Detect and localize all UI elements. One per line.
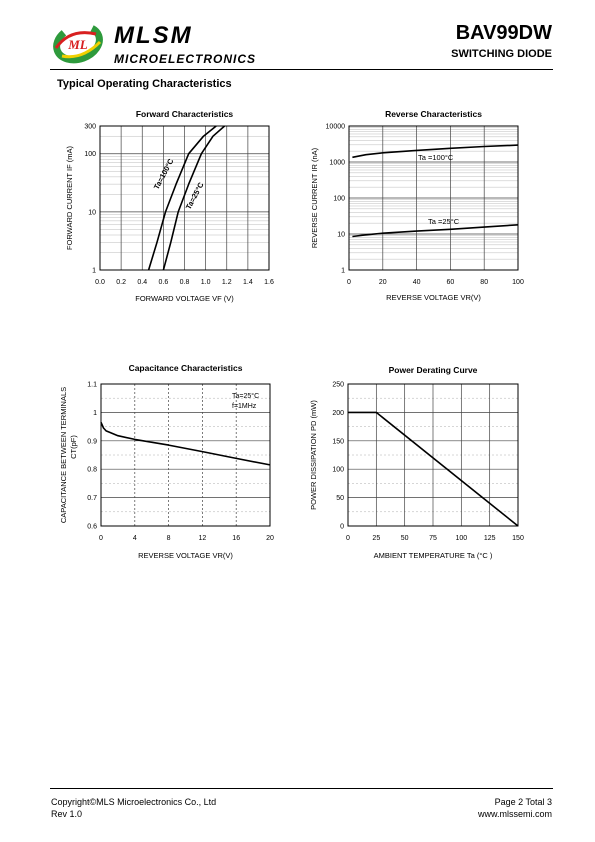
y-axis-label-2: CT(pF)	[69, 435, 78, 459]
brand-subtitle: MICROELECTRONICS	[114, 52, 256, 66]
footer-revision: Rev 1.0	[51, 809, 83, 819]
y-tick-label: 10	[337, 232, 345, 239]
chart-1: 1 10 100 300 0.0 0.2 0.4 0.6 0.8 1.0 1.2 1.4 1.6 Forw…	[65, 109, 274, 303]
footer-divider	[50, 788, 553, 789]
company-logo: ML	[53, 22, 103, 64]
header-divider	[50, 69, 553, 70]
y-axis-label: CAPACITANCE BETWEEN TERMINALS	[59, 387, 68, 523]
x-tick-label: 0.8	[180, 279, 190, 286]
x-tick-label: 100	[512, 279, 524, 286]
x-tick-label: 1.6	[264, 279, 274, 286]
x-tick-label: 125	[484, 535, 496, 542]
x-tick-label: 60	[447, 279, 455, 286]
y-tick-label: 200	[332, 410, 344, 417]
x-axis-label: REVERSE VOLTAGE VR(V)	[138, 551, 233, 560]
section-title: Typical Operating Characteristics	[57, 78, 232, 90]
y-tick-label: 100	[332, 467, 344, 474]
x-axis-label: FORWARD VOLTAGE VF (V)	[135, 294, 234, 303]
plot-frame	[348, 125, 519, 271]
x-tick-label: 75	[429, 535, 437, 542]
x-tick-label: 0	[346, 535, 350, 542]
chart-title: Reverse Characteristics	[385, 109, 482, 119]
x-tick-label: 100	[455, 535, 467, 542]
logo-letters: ML	[67, 37, 88, 52]
series-line-1	[147, 125, 217, 271]
footer-copyright: Copyright©MLS Microelectronics Co., Ltd	[51, 797, 217, 807]
y-tick-label: 300	[84, 124, 96, 131]
series-line-1	[352, 144, 519, 159]
series-label: Ta=25°C	[184, 180, 206, 211]
series-line-2	[162, 125, 226, 271]
chart-annotation: Ta=25°C	[232, 392, 259, 400]
y-tick-label: 1	[341, 268, 345, 275]
series-line-1	[100, 421, 271, 466]
x-tick-label: 50	[401, 535, 409, 542]
y-tick-label: 1.1	[87, 382, 97, 389]
x-tick-label: 1.0	[201, 279, 211, 286]
footer-page: Page 2 Total 3	[494, 797, 552, 807]
x-tick-label: 0.2	[116, 279, 126, 286]
x-tick-label: 0.4	[137, 279, 147, 286]
y-tick-label: 1	[92, 268, 96, 275]
y-tick-label: 1000	[329, 160, 345, 167]
x-tick-label: 150	[512, 535, 524, 542]
y-tick-label: 250	[332, 382, 344, 389]
series-label: Ta =100°C	[418, 153, 454, 162]
y-tick-label: 10000	[326, 124, 346, 131]
x-tick-label: 20	[379, 279, 387, 286]
x-tick-label: 0	[347, 279, 351, 286]
y-tick-label: 10	[88, 209, 96, 216]
y-axis-label: REVERSE CURRENT IR (nA)	[310, 147, 319, 248]
chart-4: 0 50 100 150 200 250 0 25 50 75 100 125 150 Power Der…	[309, 365, 524, 560]
x-axis-label: REVERSE VOLTAGE VR(V)	[386, 293, 481, 302]
series-line-1	[348, 411, 519, 527]
y-tick-label: 0	[340, 524, 344, 531]
y-tick-label: 0.8	[87, 467, 97, 474]
x-tick-label: 4	[133, 535, 137, 542]
chart-title: Capacitance Characteristics	[129, 363, 243, 373]
x-axis-label: AMBIENT TEMPERATURE Ta (°C )	[374, 551, 493, 560]
x-tick-label: 8	[167, 535, 171, 542]
x-tick-label: 12	[199, 535, 207, 542]
series-label: Ta=100°C	[152, 157, 176, 191]
y-tick-label: 100	[333, 196, 345, 203]
part-number: BAV99DW	[455, 22, 552, 44]
chart-3: 0.6 0.7 0.8 0.9 1 1.1 0 4 8 12 16 20 Capacitance Cha…	[59, 363, 274, 560]
x-tick-label: 80	[480, 279, 488, 286]
x-tick-label: 0	[99, 535, 103, 542]
series-line-2	[352, 224, 519, 238]
chart-title: Forward Characteristics	[136, 109, 234, 119]
y-tick-label: 0.7	[87, 495, 97, 502]
x-tick-label: 25	[372, 535, 380, 542]
footer-website: www.mlssemi.com	[477, 809, 552, 819]
x-tick-label: 16	[232, 535, 240, 542]
y-tick-label: 150	[332, 438, 344, 445]
x-tick-label: 40	[413, 279, 421, 286]
x-tick-label: 1.2	[222, 279, 232, 286]
part-description: SWITCHING DIODE	[451, 48, 552, 60]
y-tick-label: 50	[336, 495, 344, 502]
plot-frame	[100, 383, 271, 527]
y-axis-label: POWER DISSIPATION PD (mW)	[309, 400, 318, 510]
x-tick-label: 1.4	[243, 279, 253, 286]
y-tick-label: 1	[93, 410, 97, 417]
series-label: Ta =25°C	[428, 217, 460, 226]
y-tick-label: 100	[84, 151, 96, 158]
chart-2: 1 10 100 1000 10000 0 20 40 60 80 100 Reverse Chara…	[310, 109, 524, 302]
x-tick-label: 0.6	[159, 279, 169, 286]
x-tick-label: 20	[266, 535, 274, 542]
y-axis-label: FORWARD CURRENT IF (mA)	[65, 145, 74, 250]
brand-name: MLSM	[114, 22, 193, 49]
chart-title: Power Derating Curve	[389, 365, 478, 375]
chart-annotation: f=1MHz	[232, 403, 257, 410]
plot-frame	[99, 125, 270, 271]
x-tick-label: 0.0	[95, 279, 105, 286]
y-tick-label: 0.9	[87, 438, 97, 445]
y-tick-label: 0.6	[87, 524, 97, 531]
plot-frame	[347, 383, 519, 527]
